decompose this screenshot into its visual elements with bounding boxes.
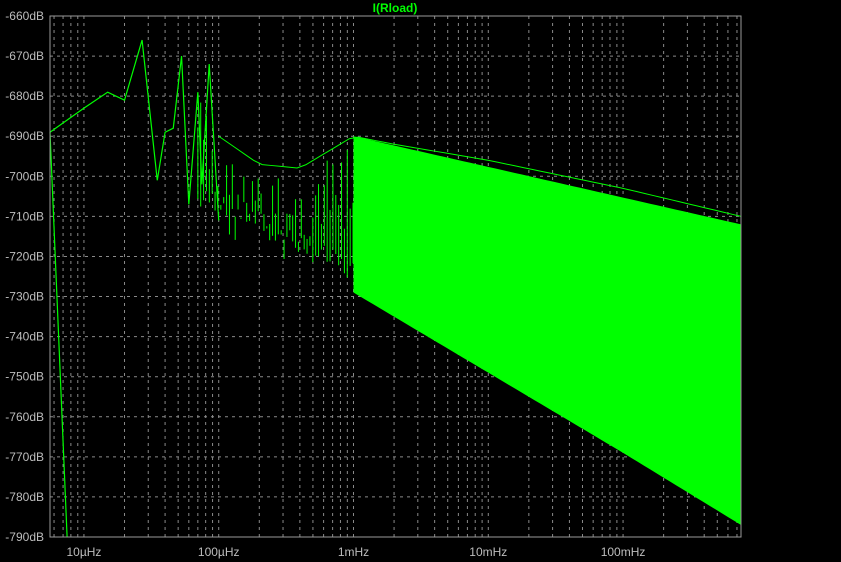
plot-frame	[49, 15, 742, 538]
y-tick-label: -770dB	[5, 450, 44, 464]
x-tick-label: 100µHz	[198, 545, 240, 559]
y-tick-label: -780dB	[5, 490, 44, 504]
x-axis-labels: 10µHz 100µHz 1mHz 10mHz 100mHz	[66, 545, 645, 559]
y-tick-label: -710dB	[5, 209, 44, 223]
y-axis-labels: -660dB -670dB -680dB -690dB -700dB -710dB -720…	[5, 9, 44, 544]
y-tick-label: -670dB	[5, 49, 44, 63]
x-tick-label: 100mHz	[601, 545, 646, 559]
y-tick-label: -720dB	[5, 249, 44, 263]
trace-zigzag	[49, 39, 220, 221]
y-tick-label: -790dB	[5, 530, 44, 544]
chart-title: I(Rload)	[373, 1, 418, 15]
dense-band	[353, 136, 741, 525]
y-tick-label: -680dB	[5, 89, 44, 103]
x-tick-label: 1mHz	[338, 545, 369, 559]
x-tick-label: 10mHz	[469, 545, 507, 559]
trace-upper-edge	[218, 135, 742, 217]
y-tick-label: -690dB	[5, 129, 44, 143]
y-tick-label: -730dB	[5, 290, 44, 304]
trace-initial-drop	[49, 132, 68, 538]
y-tick-label: -660dB	[5, 9, 44, 23]
y-tick-label: -750dB	[5, 370, 44, 384]
x-tick-label: 10µHz	[66, 545, 101, 559]
data-area	[353, 136, 741, 525]
data-trace	[49, 39, 742, 538]
y-tick-label: -700dB	[5, 169, 44, 183]
y-tick-label: -760dB	[5, 410, 44, 424]
y-tick-label: -740dB	[5, 330, 44, 344]
